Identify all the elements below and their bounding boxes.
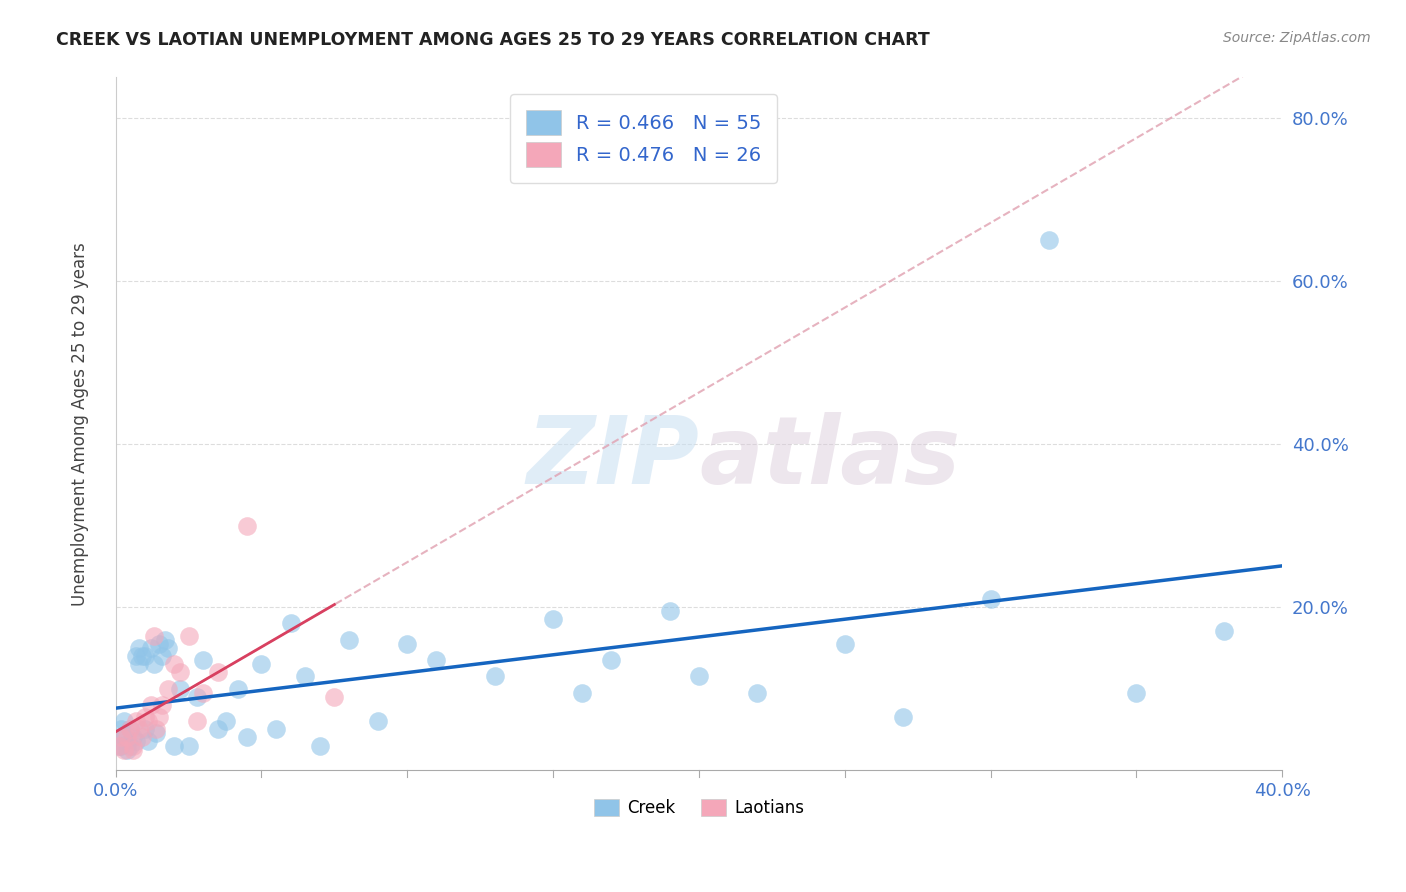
Point <box>155 632 177 647</box>
Point <box>125 648 148 663</box>
Point <box>236 731 259 745</box>
Point <box>112 714 135 728</box>
Point <box>107 739 129 753</box>
Point <box>112 742 135 756</box>
Point <box>1212 624 1234 639</box>
Point <box>207 665 229 680</box>
Point <box>122 742 145 756</box>
Point <box>186 714 208 728</box>
Point <box>1125 685 1147 699</box>
Point <box>658 604 681 618</box>
Y-axis label: Unemployment Among Ages 25 to 29 years: Unemployment Among Ages 25 to 29 years <box>72 242 89 606</box>
Text: CREEK VS LAOTIAN UNEMPLOYMENT AMONG AGES 25 TO 29 YEARS CORRELATION CHART: CREEK VS LAOTIAN UNEMPLOYMENT AMONG AGES… <box>56 31 929 49</box>
Point <box>110 723 132 737</box>
Point <box>134 710 156 724</box>
Point <box>150 648 173 663</box>
Point <box>145 726 167 740</box>
Point <box>142 657 165 671</box>
Point <box>125 734 148 748</box>
Point <box>157 640 180 655</box>
Point <box>177 739 200 753</box>
Point <box>207 723 229 737</box>
Point <box>226 681 249 696</box>
Point <box>120 723 142 737</box>
Point <box>215 714 238 728</box>
Point <box>834 637 856 651</box>
Point <box>134 723 156 737</box>
Point <box>236 518 259 533</box>
Point <box>145 723 167 737</box>
Point <box>128 657 150 671</box>
Point <box>177 629 200 643</box>
Point <box>191 685 214 699</box>
Point <box>120 739 142 753</box>
Text: ZIP: ZIP <box>526 412 699 504</box>
Point <box>367 714 389 728</box>
Point <box>541 612 564 626</box>
Text: atlas: atlas <box>699 412 960 504</box>
Point <box>264 723 287 737</box>
Text: Source: ZipAtlas.com: Source: ZipAtlas.com <box>1223 31 1371 45</box>
Point <box>1038 234 1060 248</box>
Point <box>323 690 346 704</box>
Point <box>484 669 506 683</box>
Point <box>191 653 214 667</box>
Point <box>117 742 139 756</box>
Point <box>396 637 419 651</box>
Point <box>186 690 208 704</box>
Point <box>107 739 129 753</box>
Point <box>148 710 170 724</box>
Point <box>571 685 593 699</box>
Point <box>980 591 1002 606</box>
Point <box>148 637 170 651</box>
Point <box>150 698 173 712</box>
Point <box>308 739 330 753</box>
Point <box>136 714 159 728</box>
Point <box>110 731 132 745</box>
Point <box>112 731 135 745</box>
Point <box>128 723 150 737</box>
Point <box>169 681 191 696</box>
Point <box>134 648 156 663</box>
Point <box>117 731 139 745</box>
Legend: Creek, Laotians: Creek, Laotians <box>588 792 810 824</box>
Point <box>128 640 150 655</box>
Point <box>139 698 162 712</box>
Point <box>157 681 180 696</box>
Point <box>122 739 145 753</box>
Point <box>337 632 360 647</box>
Point <box>122 731 145 745</box>
Point <box>600 653 623 667</box>
Point <box>139 640 162 655</box>
Point <box>163 739 186 753</box>
Point <box>120 723 142 737</box>
Point <box>688 669 710 683</box>
Point <box>142 629 165 643</box>
Point <box>425 653 447 667</box>
Point <box>131 648 153 663</box>
Point <box>891 710 914 724</box>
Point <box>131 731 153 745</box>
Point <box>250 657 273 671</box>
Point <box>294 669 316 683</box>
Point <box>169 665 191 680</box>
Point <box>280 616 302 631</box>
Point <box>136 734 159 748</box>
Point <box>125 714 148 728</box>
Point <box>747 685 769 699</box>
Point <box>163 657 186 671</box>
Point <box>110 739 132 753</box>
